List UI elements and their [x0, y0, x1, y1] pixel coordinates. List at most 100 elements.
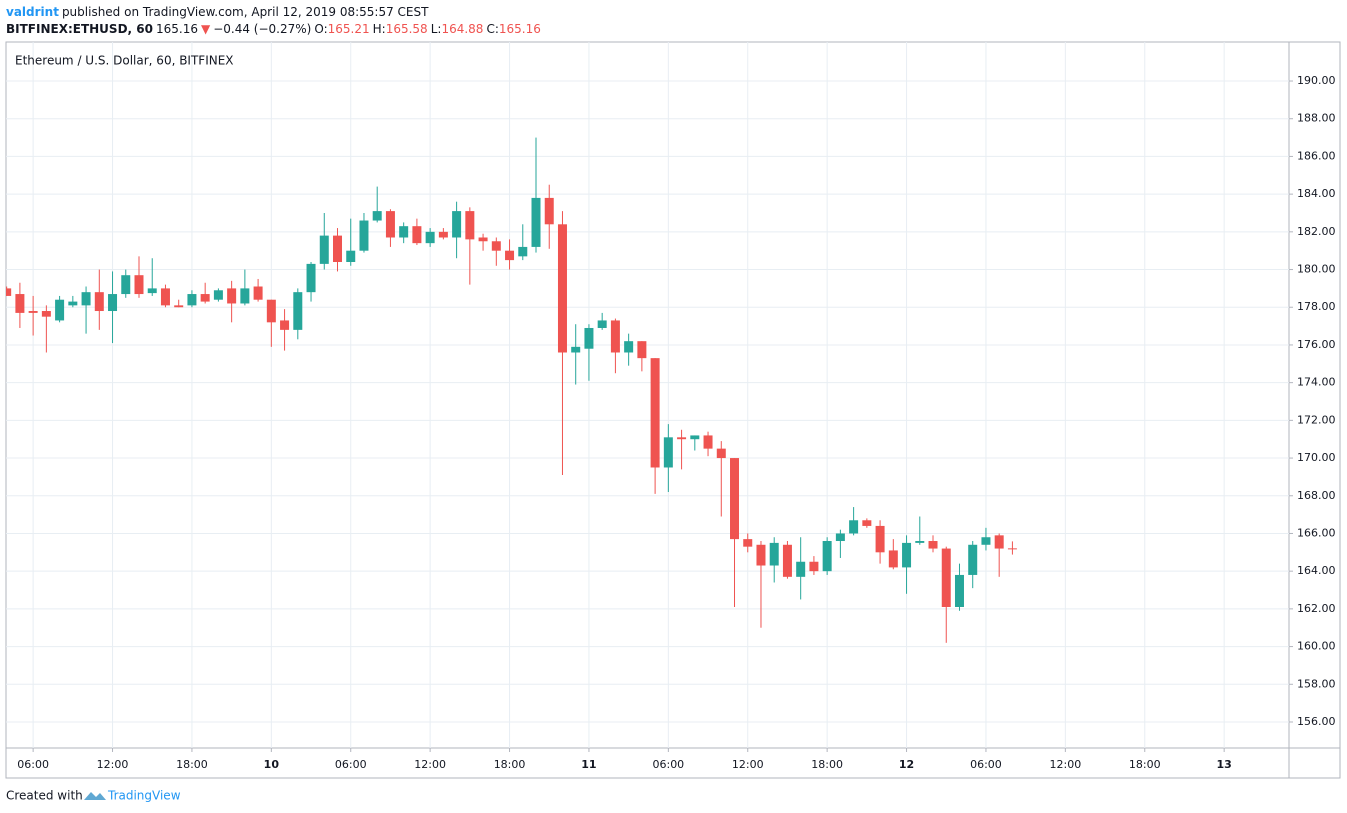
x-tick-label: 18:00 [176, 758, 208, 771]
last: 165.16 [155, 22, 198, 36]
candle-body [796, 561, 806, 577]
candle-body [15, 294, 25, 313]
candle-body [385, 211, 395, 238]
x-tick-label: 11 [581, 758, 596, 771]
candle-body [915, 541, 925, 543]
candle-body [769, 542, 779, 566]
published: published on TradingView.com, April 12, … [61, 5, 429, 19]
y-tick-label: 176.00 [1297, 338, 1336, 351]
candle-body [677, 437, 687, 440]
x-tick-label: 13 [1216, 758, 1231, 771]
candle-body [849, 520, 859, 534]
candle-body [121, 275, 131, 295]
candle-body [438, 231, 448, 238]
candle-body [81, 292, 91, 306]
x-tick-label: 06:00 [652, 758, 684, 771]
candle-body [875, 525, 885, 553]
candle-body [227, 288, 237, 304]
candle-body [968, 544, 978, 575]
candle-body [902, 542, 912, 568]
candle-body [200, 294, 210, 302]
candle-body [240, 288, 250, 304]
quote-line: BITFINEX:ETHUSD, 60 165.16 ▼ −0.44 (−0.27%)… [6, 22, 544, 36]
x-tick-label: 12:00 [97, 758, 129, 771]
candle-body [359, 220, 369, 251]
publish-line: valdrint published on TradingView.com, Ap… [6, 5, 431, 19]
candle-body [756, 544, 766, 566]
x-tick-label: 18:00 [494, 758, 526, 771]
candle-body [531, 197, 541, 247]
c-label: C: [486, 22, 499, 36]
candle-body [981, 537, 991, 545]
candle-body [160, 288, 170, 306]
candle-body [544, 197, 554, 225]
brand[interactable]: TradingView [107, 789, 181, 803]
x-tick-label: 12:00 [732, 758, 764, 771]
candle-body [68, 301, 78, 306]
candle-body [280, 320, 290, 330]
candle-body [994, 535, 1004, 549]
candle-body [597, 320, 607, 328]
o: 165.21 [327, 22, 370, 36]
candle-body [624, 341, 634, 353]
candle-body [703, 435, 713, 449]
y-tick-label: 166.00 [1297, 526, 1336, 539]
y-tick-label: 172.00 [1297, 413, 1336, 426]
candle-body [716, 448, 726, 459]
x-tick-label: 12:00 [414, 758, 446, 771]
candle-body [610, 320, 620, 353]
candle-body [954, 574, 964, 607]
x-tick-label: 10 [264, 758, 280, 771]
x-tick-label: 18:00 [1129, 758, 1161, 771]
logo [84, 792, 106, 800]
arrow: ▼ [200, 22, 211, 36]
candle-body [333, 235, 343, 263]
candle-body [478, 237, 488, 242]
h: 165.58 [385, 22, 428, 36]
y-tick-label: 184.00 [1297, 187, 1336, 200]
candle-body [346, 250, 356, 263]
candle-body [809, 561, 819, 572]
change: −0.44 (−0.27%) [213, 22, 312, 36]
candle-body [6, 288, 12, 296]
y-tick-label: 156.00 [1297, 715, 1336, 728]
candle-body [637, 341, 647, 359]
l-label: L: [430, 22, 442, 36]
y-tick-label: 164.00 [1297, 564, 1336, 577]
y-tick-label: 188.00 [1297, 112, 1336, 125]
candle-body [571, 346, 581, 353]
candle-body [928, 541, 938, 549]
x-tick-label: 12 [899, 758, 914, 771]
y-tick-label: 180.00 [1297, 263, 1336, 276]
candle-body [743, 539, 753, 547]
symbol: BITFINEX:ETHUSD, 60 [6, 22, 153, 36]
candle-body [650, 358, 660, 468]
candle-body [412, 226, 422, 244]
y-tick-label: 160.00 [1297, 640, 1336, 653]
candle-body [518, 246, 528, 257]
x-tick-label: 06:00 [970, 758, 1002, 771]
candle-body [399, 226, 409, 238]
candle-body [134, 275, 144, 295]
author[interactable]: valdrint [6, 5, 59, 19]
candle-body [425, 231, 435, 244]
candle-body [782, 544, 792, 577]
x-tick-label: 06:00 [335, 758, 367, 771]
chart-title: Ethereum / U.S. Dollar, 60, BITFINEX [15, 54, 234, 68]
candle-body [253, 286, 263, 300]
candle-body [319, 235, 329, 264]
y-tick-label: 182.00 [1297, 225, 1336, 238]
candle-body [293, 292, 303, 330]
candle-body [306, 263, 316, 293]
y-tick-label: 178.00 [1297, 300, 1336, 313]
h-label: H: [372, 22, 386, 36]
candle-body [862, 520, 872, 526]
candle-body [55, 299, 65, 321]
y-tick-label: 170.00 [1297, 451, 1336, 464]
l: 164.88 [441, 22, 484, 36]
candle-body [213, 290, 223, 300]
candle-body [94, 292, 104, 312]
x-tick-label: 18:00 [811, 758, 843, 771]
candle-body [28, 311, 38, 313]
